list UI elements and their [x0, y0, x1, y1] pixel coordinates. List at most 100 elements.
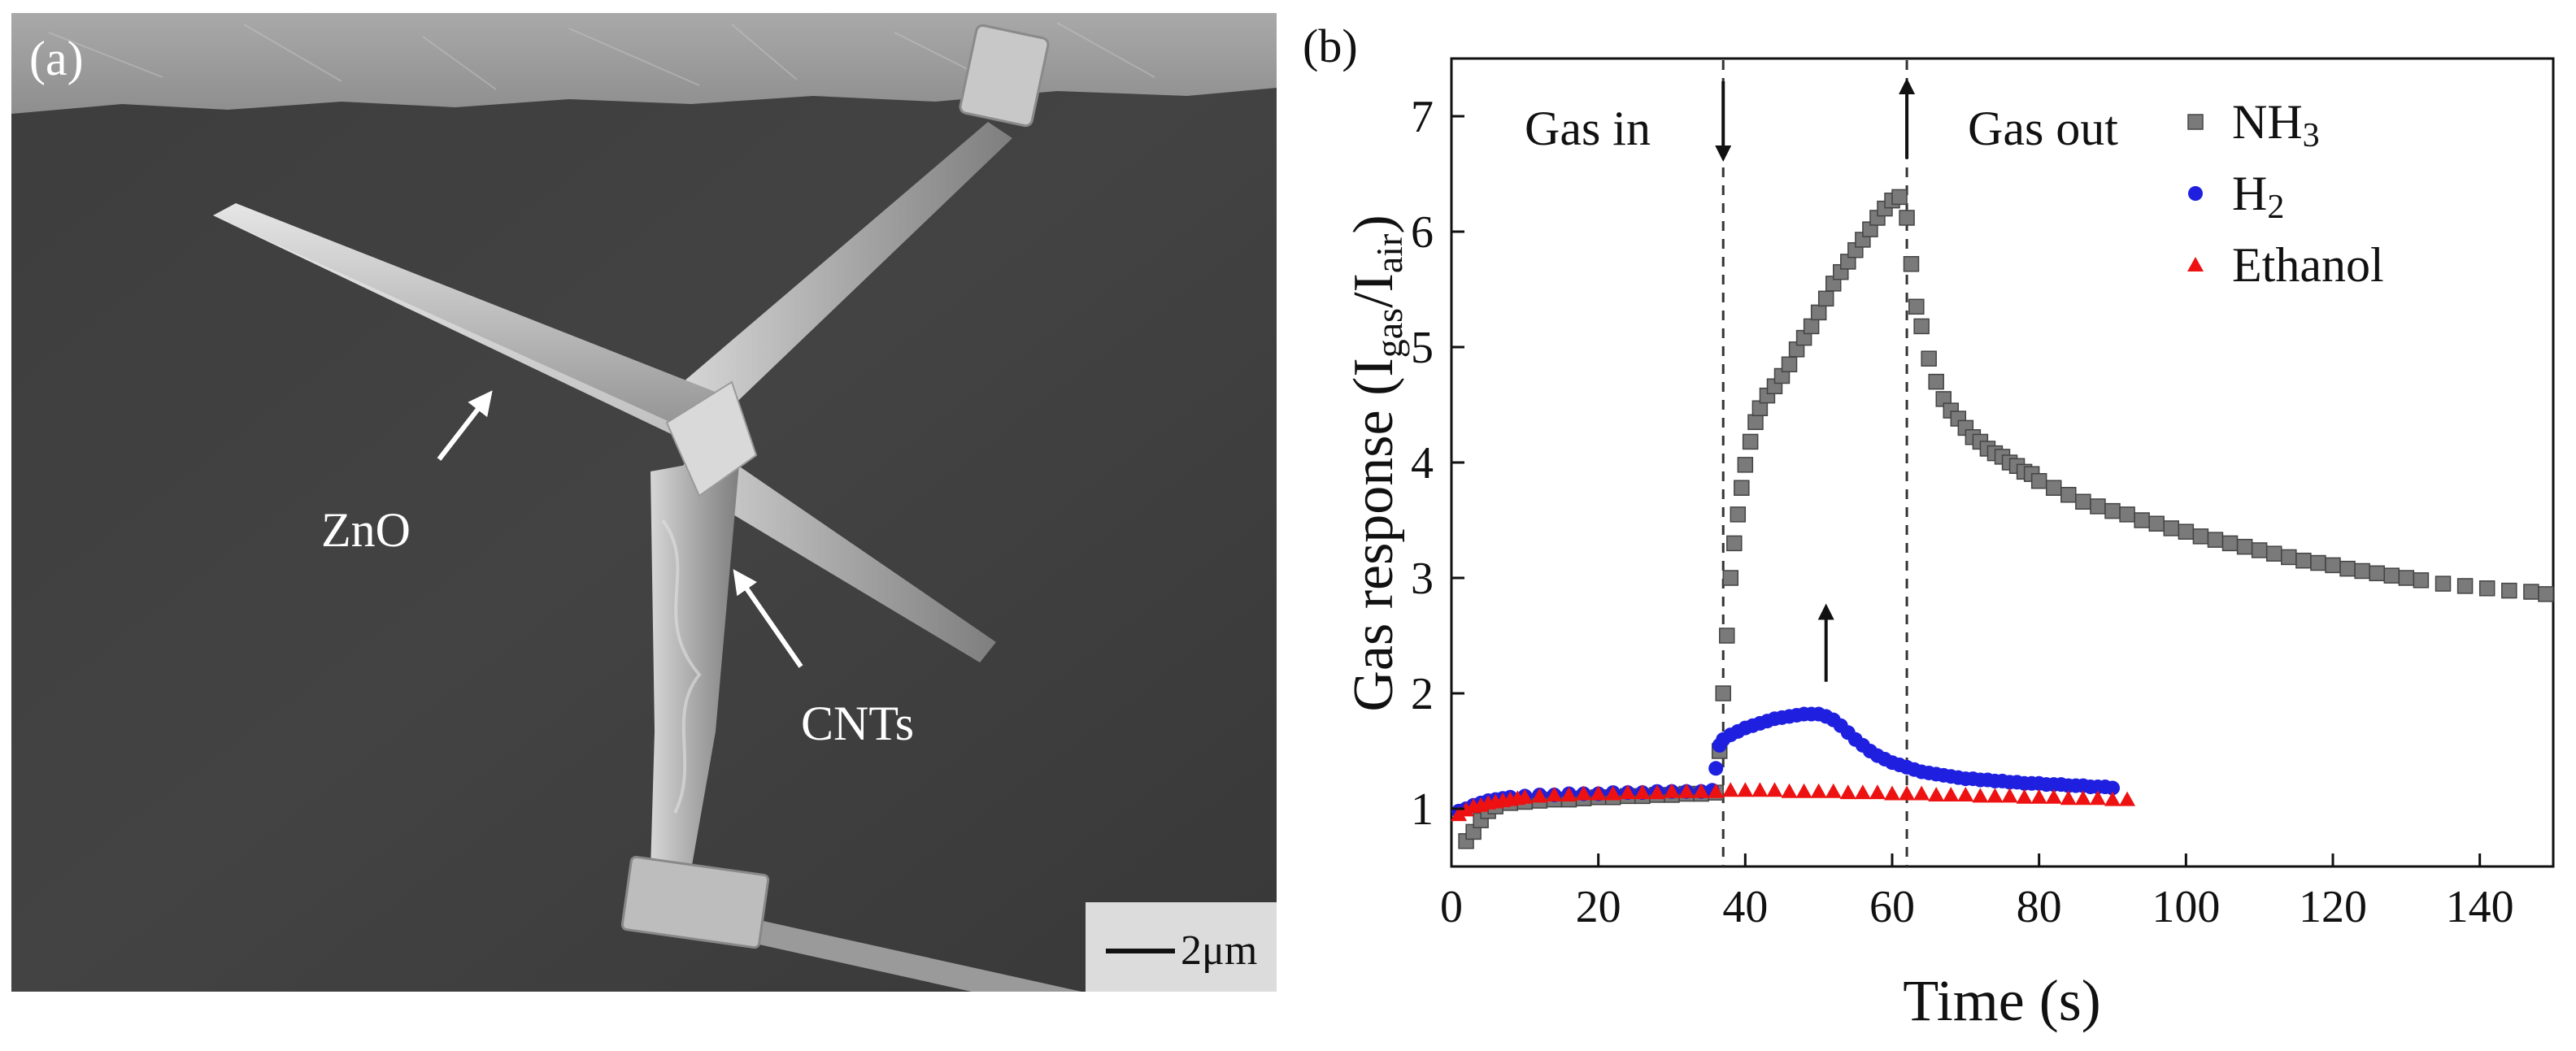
ethanol-point	[1854, 784, 1871, 800]
series-ethanol	[1451, 782, 2136, 822]
x-tick-label: 40	[1722, 882, 1768, 932]
nh3-point	[1722, 570, 1739, 586]
ethanol-point	[1986, 788, 2004, 803]
y-tick-label: 1	[1411, 784, 1434, 835]
substrate-texture	[48, 22, 1155, 90]
axes: 0 20 40 60 80 100 120 140 1 2 3 4 5 6 7	[1411, 92, 2514, 932]
gas-out-label: Gas out	[1968, 102, 2118, 155]
h2-point	[2105, 780, 2120, 796]
nh3-point	[1928, 373, 1944, 390]
legend-label-h2: H2	[2232, 167, 2284, 226]
nh3-point	[2060, 487, 2077, 503]
legend-marker-ethanol	[2187, 257, 2204, 271]
nh3-point	[2310, 554, 2326, 571]
nh3-point	[2178, 523, 2195, 540]
series-nh3	[1458, 189, 2554, 849]
legend-marker-h2	[2188, 186, 2203, 201]
ethanol-point	[1825, 783, 1842, 798]
substrate-edge	[11, 13, 1277, 114]
legend-marker-nh3	[2187, 114, 2204, 130]
y-tick-label: 2	[1411, 669, 1434, 719]
sem-background	[11, 13, 1277, 992]
ethanol-point	[1795, 783, 1812, 798]
nh3-point	[2435, 575, 2452, 592]
ethanol-point	[2060, 790, 2077, 806]
ethanol-point	[1678, 783, 1695, 798]
nh3-point	[2119, 506, 2135, 523]
ethanol-point	[1546, 786, 1563, 801]
ethanol-point	[2089, 790, 2106, 806]
nh3-point	[2265, 545, 2282, 562]
ethanol-point	[2001, 788, 2018, 803]
y-tick-label: 4	[1411, 438, 1434, 489]
ethanol-point	[1928, 786, 1945, 801]
x-tick-label: 120	[2299, 882, 2367, 932]
nh3-point	[2325, 557, 2341, 574]
nh3-point	[2281, 549, 2297, 566]
nh3-point	[2354, 562, 2370, 580]
scale-bar-label: 2μm	[1181, 927, 1257, 974]
legend-item-h2: H2	[2188, 167, 2284, 226]
annotation-zno: ZnO	[321, 503, 411, 557]
nh3-point	[2538, 586, 2554, 602]
nh3-point	[2075, 493, 2091, 510]
nh3-point	[2148, 515, 2165, 532]
ethanol-point	[1722, 782, 1739, 797]
ethanol-point	[2045, 788, 2062, 804]
nh3-point	[1913, 318, 1930, 335]
zno-arrow	[437, 390, 493, 461]
ethanol-point	[1957, 786, 1974, 801]
legend-item-ethanol: Ethanol	[2187, 238, 2384, 292]
panel-b-label: (b)	[1303, 20, 1358, 72]
ethanol-point	[1972, 788, 1989, 803]
ethanol-point	[2074, 790, 2091, 806]
electrode-lead	[716, 910, 1081, 992]
annotation-cnts: CNTs	[801, 697, 914, 750]
ethanol-point	[1604, 785, 1621, 801]
y-tick-label: 6	[1411, 207, 1434, 258]
nh3-point	[2501, 582, 2517, 599]
electrode-pad-bottom	[620, 855, 770, 949]
nh3-point	[2221, 535, 2239, 552]
ethanol-point	[1516, 788, 1534, 804]
nh3-point	[1810, 304, 1827, 321]
nh3-point	[1908, 298, 1925, 315]
nh3-point	[1891, 189, 1908, 206]
x-tick-label: 0	[1440, 882, 1463, 932]
ethanol-point	[1634, 784, 1651, 800]
ethanol-point	[1913, 785, 1930, 801]
tetrapod-core	[665, 380, 758, 497]
nh3-point	[2163, 520, 2180, 536]
y-tick-label: 7	[1411, 92, 1434, 142]
nh3-point	[1747, 414, 1764, 431]
nh3-point	[2104, 502, 2121, 519]
ethanol-point	[1839, 784, 1856, 800]
ethanol-point	[1531, 788, 1548, 803]
tetrapod-arm-upper-right	[683, 122, 1012, 415]
nh3-point	[1726, 535, 1743, 552]
nh3-point	[1737, 457, 1754, 473]
legend-label-ethanol: Ethanol	[2232, 238, 2384, 292]
ethanol-point	[2119, 791, 2136, 806]
ethanol-point	[1869, 784, 1886, 800]
ethanol-point	[1560, 786, 1577, 801]
ethanol-point	[1708, 783, 1725, 798]
nh3-point	[1730, 506, 1747, 523]
h2-point	[1708, 761, 1724, 776]
nh3-point	[1715, 685, 1731, 701]
gas-response-chart: (b) 0 20 40 60 80 100 120 140 1 2 3 4 5 6 7 Gas in Gas…	[1303, 20, 2555, 1033]
gas-in-label: Gas in	[1525, 102, 1651, 155]
ethanol-point	[1693, 783, 1710, 798]
legend-item-nh3: NH3	[2187, 95, 2320, 154]
nh3-point	[2236, 538, 2253, 555]
ethanol-point	[2104, 791, 2121, 806]
cnts-arrow	[733, 569, 803, 668]
nh3-point	[1742, 433, 1759, 450]
tetrapod-arm-lower-right	[675, 439, 996, 662]
nh3-point	[2413, 572, 2430, 588]
nh3-point	[1903, 256, 1920, 272]
ethanol-point	[2030, 788, 2047, 804]
electrode-pad-top	[959, 24, 1050, 128]
ethanol-point	[1884, 785, 1900, 801]
